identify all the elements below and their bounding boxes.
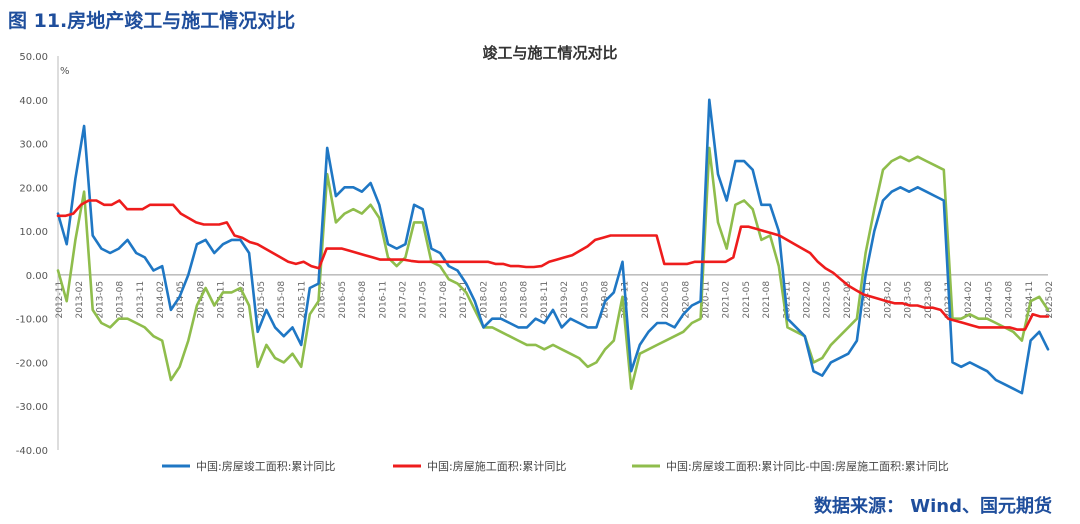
x-tick-label: 2013-08 <box>116 281 126 319</box>
x-tick-label: 2020-08 <box>681 281 691 319</box>
legend-label: 中国:房屋施工面积:累计同比 <box>427 460 566 473</box>
y-tick-label: -10.00 <box>16 315 48 326</box>
x-tick-label: 2016-11 <box>378 281 388 319</box>
y-tick-label: 0.00 <box>26 271 48 282</box>
completion-series-line <box>56 98 1050 395</box>
x-tick-label: 2016-02 <box>318 281 328 319</box>
x-tick-label: 2016-05 <box>338 281 348 319</box>
x-tick-label: 2022-11 <box>863 281 873 319</box>
x-tick-label: 2015-08 <box>277 281 287 319</box>
x-tick-label: 2018-08 <box>520 281 530 319</box>
x-tick-label: 2022-08 <box>843 281 853 319</box>
x-tick-label: 2017-05 <box>419 281 429 319</box>
x-tick-label: 2019-02 <box>560 281 570 319</box>
x-tick-label: 2018-11 <box>540 281 550 319</box>
x-tick-label: 2024-02 <box>964 281 974 319</box>
x-tick-label: 2017-11 <box>459 281 469 319</box>
y-tick-label: 40.00 <box>19 96 48 107</box>
y-tick-label: -40.00 <box>16 446 48 457</box>
x-tick-label: 2015-11 <box>297 281 307 319</box>
x-tick-label: 2018-02 <box>479 281 489 319</box>
x-tick-label: 2014-05 <box>176 281 186 319</box>
y-tick-label: 10.00 <box>19 227 48 238</box>
x-tick-label: 2025-02 <box>1045 281 1055 319</box>
y-axis-unit-label: % <box>60 66 70 77</box>
x-tick-label: 2014-02 <box>156 281 166 319</box>
x-tick-label: 2014-11 <box>217 281 227 319</box>
x-tick-label: 2023-08 <box>924 281 934 319</box>
x-tick-label: 2021-05 <box>742 281 752 319</box>
x-tick-label: 2024-08 <box>1005 281 1015 319</box>
x-tick-label: 2013-11 <box>136 281 146 319</box>
series-lines <box>56 98 1050 395</box>
x-tick-label: 2013-05 <box>95 281 105 319</box>
x-tick-label: 2017-02 <box>398 281 408 319</box>
x-tick-label: 2023-05 <box>904 281 914 319</box>
x-tick-label: 2021-11 <box>782 281 792 319</box>
x-tick-label: 2015-05 <box>257 281 267 319</box>
x-tick-label: 2019-05 <box>580 281 590 319</box>
difference-series-line <box>56 146 1050 391</box>
x-tick-label: 2020-11 <box>702 281 712 319</box>
legend-label: 中国:房屋竣工面积:累计同比-中国:房屋施工面积:累计同比 <box>666 459 949 473</box>
x-tick-label: 2023-02 <box>883 281 893 319</box>
x-tick-label: 2016-08 <box>358 281 368 319</box>
legend: 中国:房屋竣工面积:累计同比 中国:房屋施工面积:累计同比 中国:房屋竣工面积:累计… <box>162 459 949 473</box>
x-tick-label: 2024-11 <box>1025 281 1035 319</box>
x-tick-label: 2015-02 <box>237 281 247 319</box>
y-tick-label: 30.00 <box>19 140 48 151</box>
x-tick-label: 2022-02 <box>803 281 813 319</box>
y-tick-label: -20.00 <box>16 358 48 369</box>
x-tick-label: 2014-08 <box>196 281 206 319</box>
y-tick-label: -30.00 <box>16 402 48 413</box>
x-tick-label: 2021-08 <box>762 281 772 319</box>
chart-title: 竣工与施工情况对比 <box>482 44 617 62</box>
x-tick-label: 2024-05 <box>984 281 994 319</box>
x-tick-label: 2018-05 <box>499 281 509 319</box>
legend-label: 中国:房屋竣工面积:累计同比 <box>196 459 335 473</box>
y-tick-label: 50.00 <box>19 52 48 63</box>
x-tick-label: 2020-05 <box>661 281 671 319</box>
axes: -40.00 -30.00 -20.00 -10.00 0.00 10.00 20.00 30… <box>16 52 1055 457</box>
x-tick-label: 2022-05 <box>823 281 833 319</box>
x-tick-label: 2012-11 <box>55 281 65 319</box>
figure-title: 图 11.房地产竣工与施工情况对比 <box>8 10 296 32</box>
x-tick-label: 2017-08 <box>439 281 449 319</box>
x-tick-label: 2013-02 <box>75 281 85 319</box>
source-note: 数据来源： Wind、国元期货 <box>814 496 1052 517</box>
construction-series-line <box>56 199 1050 331</box>
y-tick-label: 20.00 <box>19 183 48 194</box>
x-tick-label: 2020-02 <box>641 281 651 319</box>
x-tick-label: 2021-02 <box>722 281 732 319</box>
